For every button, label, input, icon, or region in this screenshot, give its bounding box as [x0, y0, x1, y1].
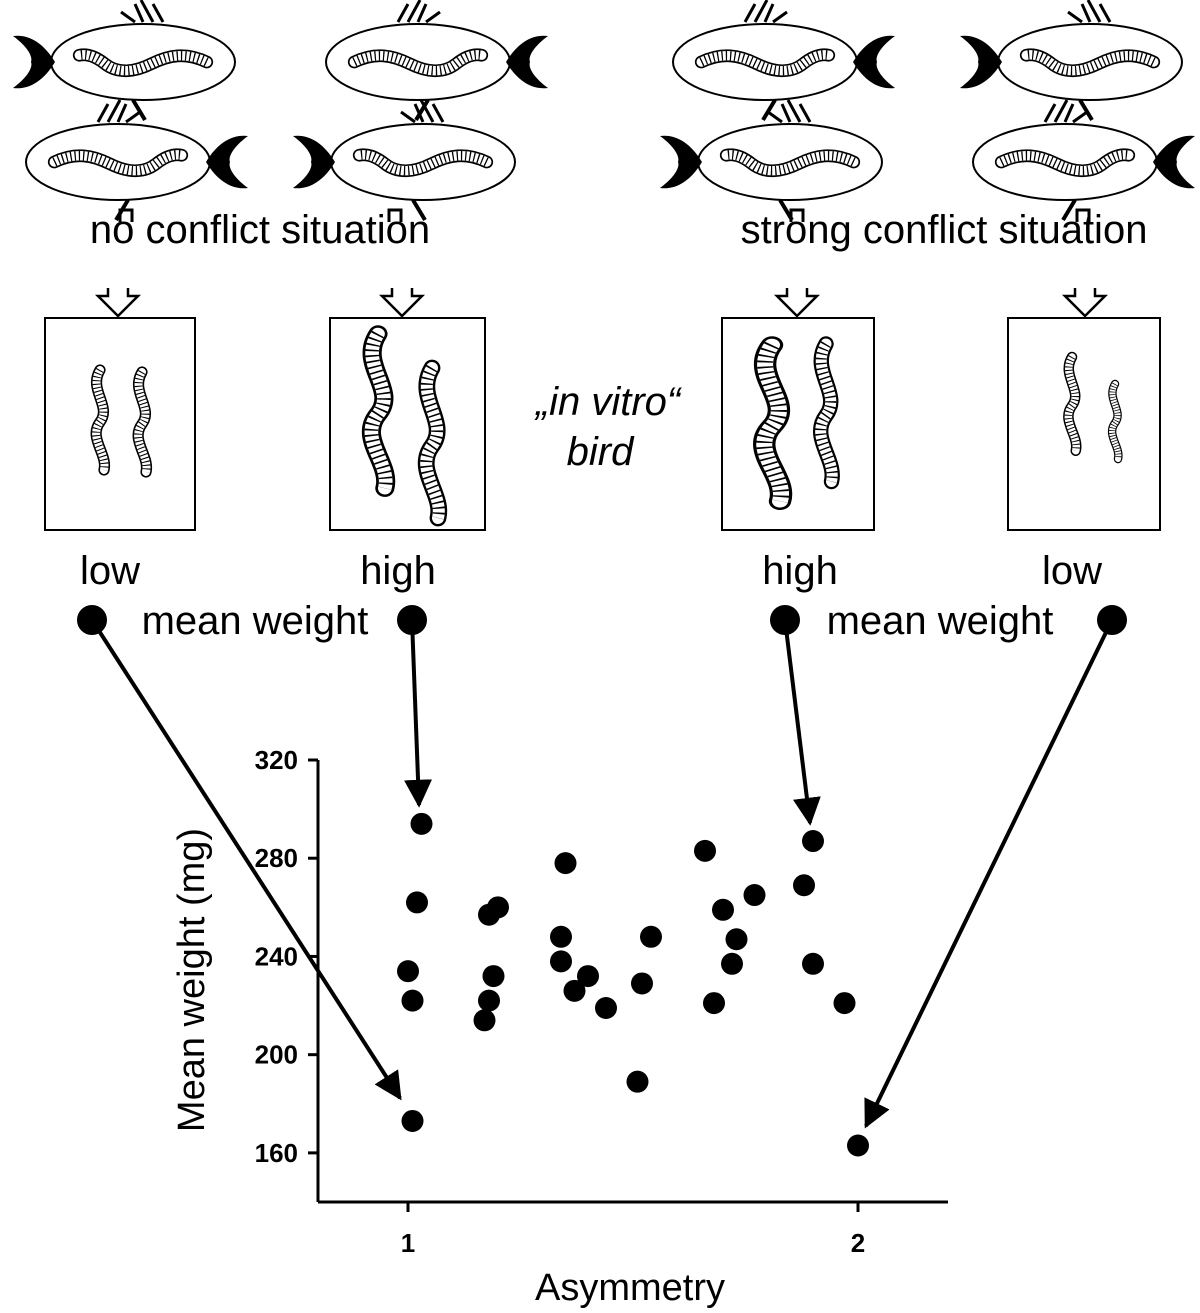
point	[712, 898, 734, 921]
box-worms	[96, 334, 1118, 518]
center-label: „in vitro“	[534, 380, 683, 424]
point	[847, 1134, 869, 1157]
point	[554, 852, 577, 875]
point	[631, 972, 653, 995]
weight-label: high	[762, 549, 838, 593]
point	[802, 952, 824, 975]
point	[833, 992, 856, 1015]
y-tick-label: 240	[255, 941, 298, 971]
point	[401, 989, 424, 1012]
point	[626, 1070, 649, 1093]
y-tick-label: 160	[255, 1138, 298, 1168]
point	[397, 960, 419, 983]
mean-label: mean weight	[827, 599, 1054, 643]
y-tick-label: 320	[255, 745, 298, 775]
point	[406, 891, 428, 914]
weight-label: low	[80, 549, 140, 593]
mean-label: mean weight	[142, 599, 369, 643]
point	[694, 839, 716, 862]
point	[550, 950, 572, 973]
y-axis-label: Mean weight (mg)	[171, 828, 213, 1132]
situation-label: no conflict situation	[90, 208, 430, 252]
point	[595, 997, 617, 1020]
point	[482, 965, 505, 988]
point	[725, 928, 748, 951]
x-tick-label: 2	[851, 1228, 865, 1258]
y-tick-label: 280	[255, 843, 298, 873]
x-tick-label: 1	[401, 1228, 415, 1258]
weight-label: high	[360, 549, 436, 593]
fish-drawings	[13, 0, 1195, 318]
point	[563, 979, 586, 1002]
point	[478, 989, 500, 1012]
weight-label: low	[1042, 549, 1102, 593]
boxes	[44, 317, 1161, 531]
point	[802, 830, 824, 853]
x-axis-label: Asymmetry	[535, 1267, 725, 1309]
point	[793, 874, 815, 897]
point	[640, 925, 662, 948]
point	[743, 884, 766, 907]
point	[721, 952, 743, 975]
point	[550, 925, 572, 948]
point	[703, 992, 725, 1015]
y-tick-label: 200	[255, 1040, 298, 1070]
situation-label: strong conflict situation	[741, 208, 1148, 252]
point	[487, 896, 509, 919]
pointer-arrows	[77, 605, 1127, 1129]
point	[473, 1009, 496, 1032]
center-label: bird	[567, 430, 635, 474]
point	[401, 1109, 424, 1132]
point	[410, 812, 433, 835]
point	[577, 965, 599, 988]
